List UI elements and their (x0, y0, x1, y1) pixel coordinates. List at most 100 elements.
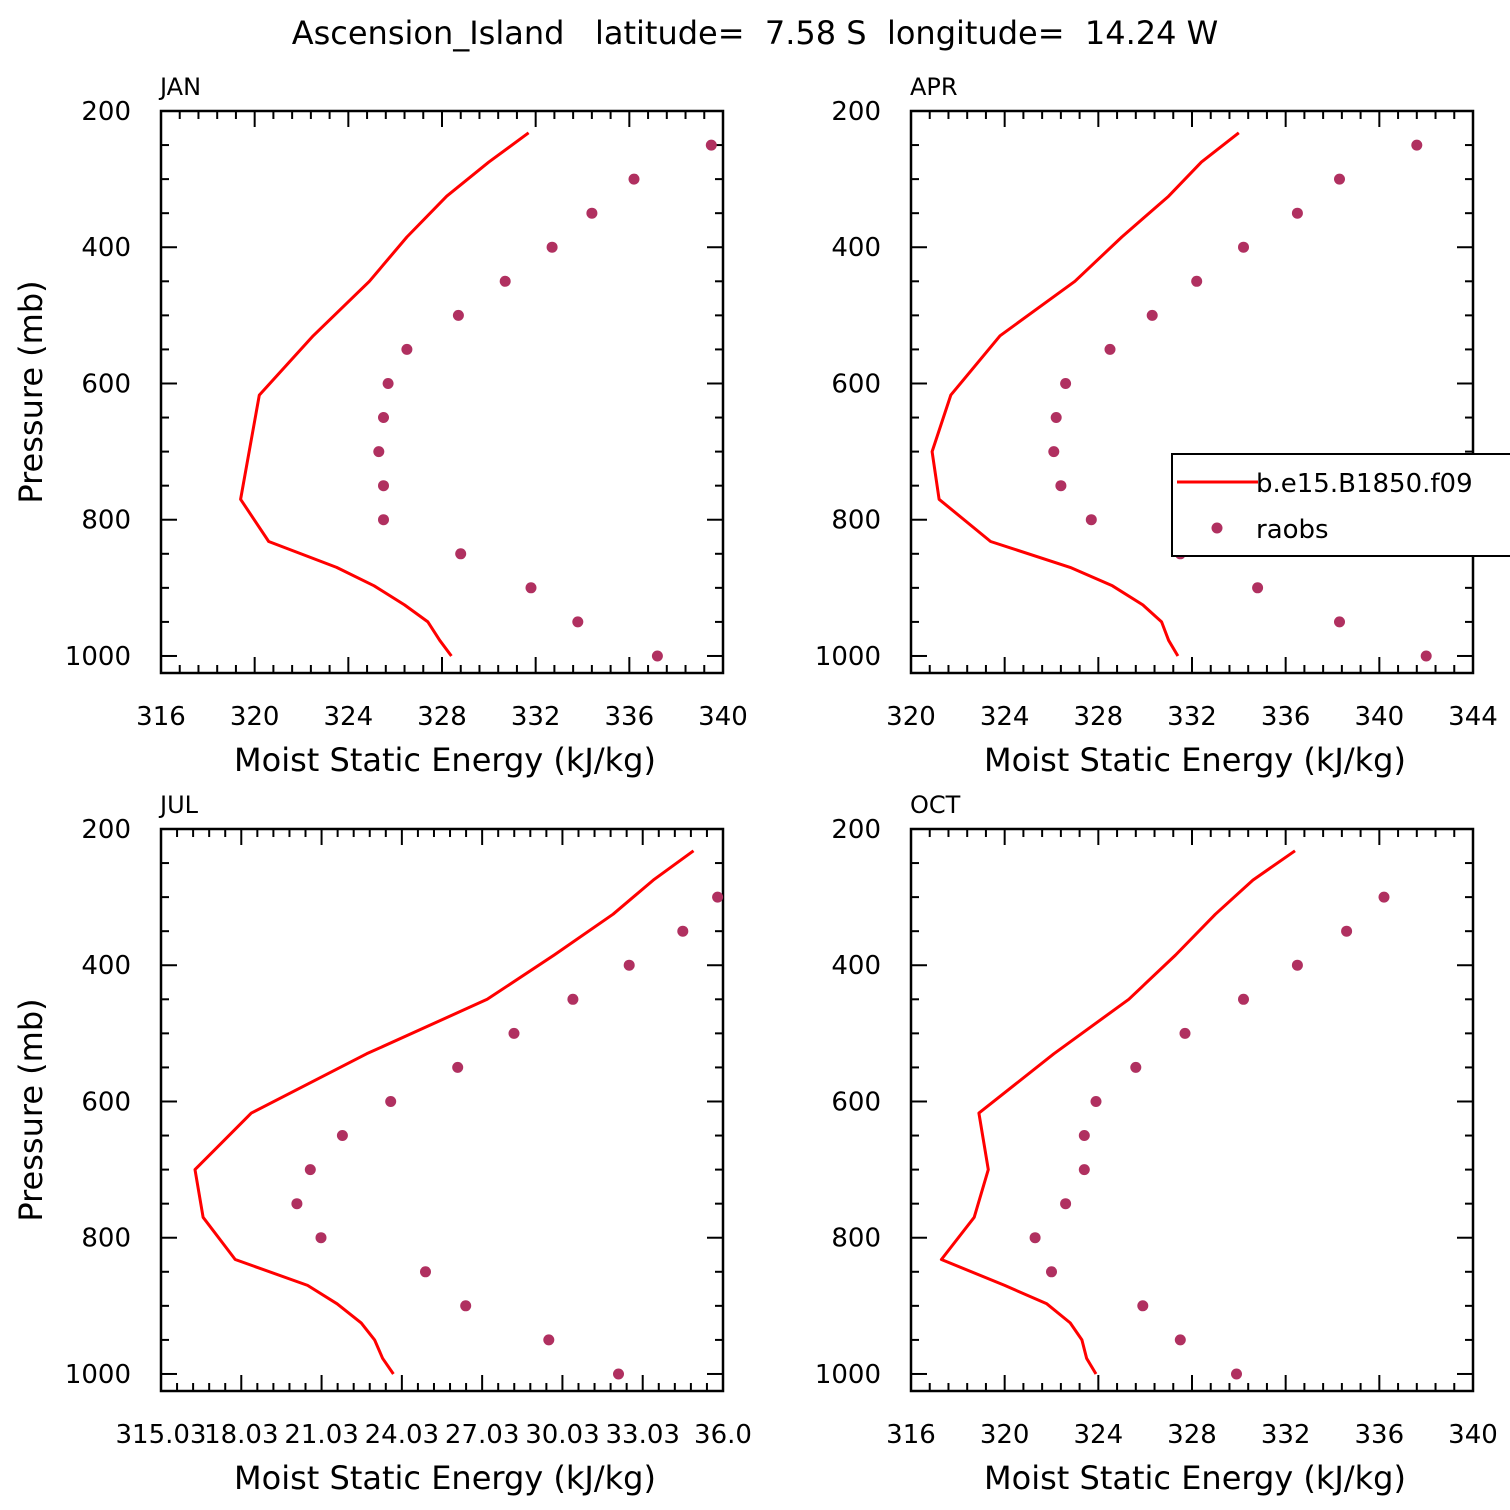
x-tick-label: 320 (886, 702, 936, 732)
raobs-point (452, 309, 464, 321)
raobs-point (1090, 1096, 1102, 1107)
raobs-point (452, 1061, 464, 1073)
raobs-point (628, 173, 640, 185)
y-tick-label: 600 (81, 1087, 131, 1117)
x-tick-label: 21.03 (284, 1420, 358, 1450)
raobs-point (1378, 891, 1390, 903)
legend-obs-label: raobs (1256, 515, 1329, 545)
figure-title: Ascension_Island latitude= 7.58 S longit… (292, 14, 1219, 52)
panel-label: OCT (910, 791, 961, 819)
x-axis-label: Moist Static Energy (kJ/kg) (984, 741, 1406, 779)
x-tick-label: 30.03 (525, 1420, 599, 1450)
raobs-point (420, 1266, 431, 1278)
raobs-point (651, 650, 663, 662)
raobs-point (543, 1334, 555, 1346)
raobs-point (1238, 241, 1249, 253)
x-tick-label: 336 (1355, 1420, 1405, 1450)
raobs-point (373, 446, 385, 458)
x-axis-label: Moist Static Energy (kJ/kg) (234, 741, 656, 779)
x-tick-label: 328 (417, 702, 467, 732)
raobs-point (304, 1164, 316, 1176)
x-tick-label: 24.03 (365, 1420, 439, 1450)
x-tick-label: 332 (1261, 1420, 1311, 1450)
raobs-point (546, 241, 558, 253)
y-axis-label: Pressure (mb) (12, 280, 50, 503)
raobs-point (1060, 378, 1072, 389)
x-tick-label: 336 (605, 702, 655, 732)
y-tick-label: 1000 (815, 1360, 881, 1390)
raobs-point (1046, 1266, 1057, 1278)
x-tick-label: 324 (980, 702, 1030, 732)
x-tick-label: 36.0 (694, 1420, 752, 1450)
x-tick-label: 27.03 (445, 1420, 519, 1450)
raobs-point (525, 582, 537, 594)
y-tick-label: 200 (81, 97, 131, 127)
raobs-point (455, 548, 467, 560)
y-tick-label: 600 (831, 1087, 881, 1117)
raobs-point (677, 925, 689, 937)
raobs-point (1050, 412, 1062, 423)
raobs-point (1048, 446, 1060, 458)
raobs-point (378, 480, 389, 492)
x-tick-label: 328 (1074, 702, 1124, 732)
y-tick-label: 200 (81, 815, 131, 845)
panel-label: APR (910, 73, 958, 101)
y-tick-label: 800 (831, 506, 881, 536)
x-tick-label: 320 (230, 702, 280, 732)
raobs-point (586, 207, 598, 219)
raobs-point (382, 378, 394, 389)
legend-obs-marker-swatch (1211, 522, 1223, 534)
raobs-point (1137, 1300, 1149, 1312)
raobs-point (291, 1198, 303, 1210)
y-axis-label: Pressure (mb) (12, 998, 50, 1221)
raobs-point (1029, 1232, 1041, 1244)
x-tick-label: 320 (980, 1420, 1030, 1450)
raobs-point (315, 1232, 327, 1244)
raobs-point (1179, 1027, 1191, 1039)
raobs-point (508, 1027, 520, 1039)
x-tick-label: 324 (1074, 1420, 1124, 1450)
raobs-point (1252, 582, 1264, 594)
raobs-point (1341, 925, 1353, 937)
raobs-point (336, 1130, 348, 1141)
y-tick-label: 400 (81, 233, 131, 263)
x-tick-label: 332 (1167, 702, 1217, 732)
x-tick-label: 316 (136, 702, 186, 732)
raobs-point (1130, 1061, 1142, 1073)
x-tick-label: 328 (1167, 1420, 1217, 1450)
y-tick-label: 800 (81, 506, 131, 536)
y-tick-label: 200 (831, 815, 881, 845)
raobs-point (1238, 993, 1249, 1005)
y-tick-label: 1000 (815, 642, 881, 672)
raobs-point (1191, 275, 1203, 287)
x-tick-label: 324 (324, 702, 374, 732)
raobs-point (1420, 650, 1432, 662)
panels-group: JAN 200 400 600 800 1000 316 320 324 328 332 336 340… (12, 73, 1498, 1497)
x-tick-label: 340 (1355, 702, 1405, 732)
model-profile-line (239, 131, 530, 657)
y-tick-label: 200 (831, 97, 881, 127)
raobs-point (1055, 480, 1067, 492)
y-tick-label: 600 (81, 369, 131, 399)
legend: b.e15.B1850.f09 raobs (1171, 453, 1510, 557)
raobs-point (1078, 1164, 1090, 1176)
y-tick-label: 800 (81, 1224, 131, 1254)
x-axis-label: Moist Static Energy (kJ/kg) (234, 1459, 656, 1497)
raobs-point (712, 891, 724, 903)
raobs-point (1174, 1334, 1186, 1346)
raobs-point (385, 1096, 397, 1107)
raobs-point (401, 343, 413, 355)
y-tick-label: 400 (81, 951, 131, 981)
x-axis-label: Moist Static Energy (kJ/kg) (984, 1459, 1406, 1497)
x-tick-label: 336 (1261, 702, 1311, 732)
raobs-point (1085, 514, 1097, 526)
model-profile-line (939, 849, 1296, 1375)
raobs-point (1078, 1130, 1090, 1141)
x-tick-label: 340 (698, 702, 748, 732)
x-tick-label: 332 (511, 702, 561, 732)
panel-label: JAN (158, 73, 201, 101)
